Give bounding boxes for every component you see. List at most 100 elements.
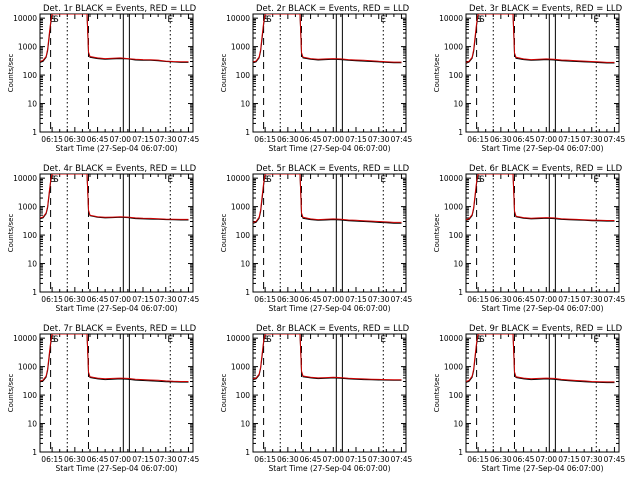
y-tick-label: 100 <box>449 71 464 80</box>
plot-frame <box>39 333 194 453</box>
y-tick-label: 1 <box>245 128 250 137</box>
detector-panel: Det. 6r BLACK = Events, RED = LLD 1 10 100 1… <box>433 164 625 313</box>
lld-series-line <box>466 174 615 221</box>
x-tick-label: 07:15 <box>345 455 367 464</box>
flag-label: S <box>263 335 269 345</box>
x-tick-label: 07:45 <box>178 455 200 464</box>
x-tick-label: 07:30 <box>581 135 603 144</box>
lld-series-line <box>253 14 402 63</box>
detector-panel: Det. 9r BLACK = Events, RED = LLD 1 10 100 1… <box>433 324 625 473</box>
flag-label: E <box>380 15 386 25</box>
x-tick-label: 07:00 <box>322 295 344 304</box>
x-tick-label: 07:15 <box>132 295 154 304</box>
x-tick-label: 06:30 <box>64 295 86 304</box>
x-tick-label: 07:00 <box>109 455 131 464</box>
x-tick-label: 06:45 <box>87 135 109 144</box>
y-tick-label: 1 <box>32 128 37 137</box>
plot-frame <box>465 13 620 133</box>
y-tick-label: 1 <box>458 128 463 137</box>
y-tick-label: 10 <box>453 420 463 429</box>
y-tick-label: 10 <box>27 100 37 109</box>
y-tick-label: 1 <box>458 288 463 297</box>
y-tick-label: 10000 <box>226 334 250 343</box>
flag-label: S <box>266 15 272 25</box>
plot-frame <box>465 333 620 453</box>
events-series-line <box>253 334 402 381</box>
detector-panel: Det. 7r BLACK = Events, RED = LLD 1 10 100 1… <box>7 324 199 473</box>
flag-label: S <box>53 15 59 25</box>
y-tick-label: 1 <box>245 448 250 457</box>
x-tick-label: 06:15 <box>254 295 276 304</box>
detector-panel: Det. 3r BLACK = Events, RED = LLD 1 10 100 1… <box>433 4 625 153</box>
y-tick-label: 10 <box>240 420 250 429</box>
flag-label: E <box>380 175 386 185</box>
x-tick-label: 07:30 <box>155 135 177 144</box>
events-series-line <box>466 14 615 64</box>
x-tick-label: 07:00 <box>535 295 557 304</box>
x-tick-label: 07:15 <box>345 295 367 304</box>
panel-title: Det. 8r BLACK = Events, RED = LLD <box>256 324 410 334</box>
y-tick-label: 10000 <box>13 334 37 343</box>
panel-title: Det. 5r BLACK = Events, RED = LLD <box>256 164 410 174</box>
x-tick-label: 06:15 <box>41 455 63 464</box>
y-tick-label: 10 <box>27 260 37 269</box>
x-tick-label: 07:45 <box>391 295 413 304</box>
x-tick-label: 07:30 <box>368 135 390 144</box>
x-tick-label: 06:30 <box>490 455 512 464</box>
panel-title: Det. 1r BLACK = Events, RED = LLD <box>43 4 197 14</box>
y-axis-label: Counts/sec <box>433 374 441 413</box>
x-tick-label: 06:45 <box>300 295 322 304</box>
detector-panel: Det. 1r BLACK = Events, RED = LLD 1 10 100 1… <box>7 4 199 153</box>
flag-label: S <box>50 175 56 185</box>
flag-label: E <box>167 175 173 185</box>
y-tick-label: 1000 <box>231 43 250 52</box>
x-axis-label: Start Time (27-Sep-04 06:07:00) <box>269 304 391 313</box>
x-tick-label: 07:00 <box>322 455 344 464</box>
y-axis-label: Counts/sec <box>220 54 228 93</box>
flag-label: E <box>167 335 173 345</box>
y-axis-label: Counts/sec <box>220 374 228 413</box>
x-tick-label: 07:00 <box>535 455 557 464</box>
x-tick-label: 07:45 <box>391 455 413 464</box>
x-tick-label: 06:45 <box>87 455 109 464</box>
y-tick-label: 100 <box>236 391 251 400</box>
y-tick-label: 10 <box>453 260 463 269</box>
x-tick-label: 06:45 <box>300 135 322 144</box>
y-tick-label: 1000 <box>444 203 463 212</box>
events-series-line <box>40 174 189 221</box>
x-axis-label: Start Time (27-Sep-04 06:07:00) <box>482 144 604 153</box>
x-axis-label: Start Time (27-Sep-04 06:07:00) <box>482 304 604 313</box>
y-tick-label: 100 <box>236 71 251 80</box>
y-tick-label: 1 <box>245 288 250 297</box>
x-tick-label: 07:15 <box>132 455 154 464</box>
plot-frame <box>39 173 194 293</box>
y-axis-label: Counts/sec <box>220 214 228 253</box>
x-tick-label: 06:45 <box>513 295 535 304</box>
x-tick-label: 07:30 <box>581 295 603 304</box>
panel-title: Det. 2r BLACK = Events, RED = LLD <box>256 4 410 14</box>
y-tick-label: 10000 <box>439 174 463 183</box>
x-tick-label: 06:15 <box>467 295 489 304</box>
flag-label: S <box>53 335 59 345</box>
y-tick-label: 1000 <box>231 363 250 372</box>
x-tick-label: 06:15 <box>41 295 63 304</box>
x-axis-label: Start Time (27-Sep-04 06:07:00) <box>56 464 178 473</box>
detector-panel: Det. 5r BLACK = Events, RED = LLD 1 10 100 1… <box>220 164 412 313</box>
plot-frame <box>465 173 620 293</box>
y-tick-label: 1000 <box>18 363 37 372</box>
y-tick-label: 10000 <box>439 14 463 23</box>
x-tick-label: 07:15 <box>132 135 154 144</box>
y-tick-label: 10000 <box>13 14 37 23</box>
plot-frame <box>252 13 407 133</box>
flag-label: S <box>53 175 59 185</box>
flag-label: S <box>263 175 269 185</box>
x-tick-label: 07:00 <box>322 135 344 144</box>
x-tick-label: 07:15 <box>558 295 580 304</box>
y-tick-label: 100 <box>23 71 38 80</box>
x-tick-label: 06:45 <box>87 295 109 304</box>
events-series-line <box>253 174 402 224</box>
y-tick-label: 1 <box>32 448 37 457</box>
y-tick-label: 1000 <box>18 43 37 52</box>
x-tick-label: 07:45 <box>604 135 626 144</box>
y-axis-label: Counts/sec <box>7 374 15 413</box>
